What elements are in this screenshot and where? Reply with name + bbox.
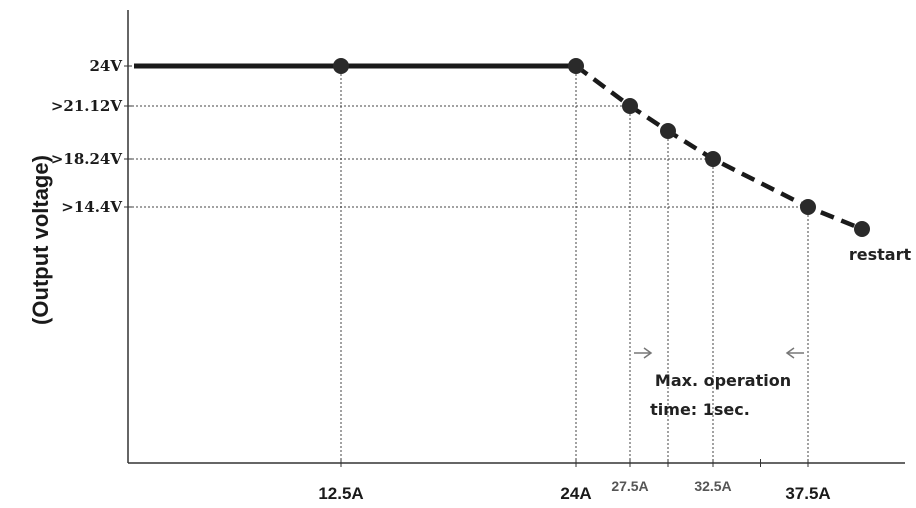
y-tick-label-4: >14.4V [61, 198, 122, 216]
x-tick-label-1: 12.5A [318, 484, 363, 503]
restart-label: restart [849, 245, 912, 264]
data-point-5 [705, 151, 721, 167]
series-dashed-line [574, 64, 863, 232]
data-point-2 [568, 58, 584, 74]
x-tick-label-2: 24A [560, 484, 591, 503]
max-operation-label-line2: time: 1sec. [650, 400, 750, 419]
y-axis-label: (Output voltage) [28, 155, 53, 325]
max-operation-label-line1: Max. operation [655, 371, 791, 390]
x-tick-label-4: 32.5A [694, 478, 731, 494]
arrow-left-head [785, 347, 795, 359]
y-tick-label-1: 24V [89, 57, 122, 75]
data-point-1 [333, 58, 349, 74]
grid-lines [128, 66, 809, 463]
data-point-7 [854, 221, 870, 237]
y-tick-label-3: >18.24V [51, 150, 123, 168]
tick-labels: 24V >21.12V >18.24V >14.4V 12.5A 24A 27.5A 32.5… [51, 57, 831, 503]
arrow-right-head [643, 347, 653, 359]
annotations: restart Max. operation time: 1sec. [634, 245, 911, 419]
y-tick-label-2: >21.12V [51, 97, 123, 115]
axes [124, 10, 905, 467]
data-point-3 [622, 98, 638, 114]
x-tick-label-5: 37.5A [785, 484, 830, 503]
data-point-6 [800, 199, 816, 215]
data-point-4 [660, 123, 676, 139]
x-tick-label-3: 27.5A [611, 478, 648, 494]
series-group [134, 58, 870, 237]
